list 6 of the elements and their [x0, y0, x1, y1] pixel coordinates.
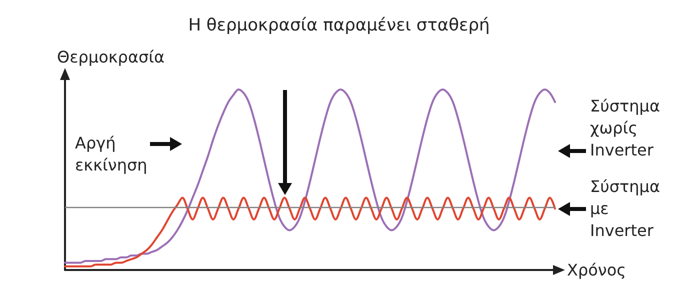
text: Σύστημα με Inverter [590, 177, 660, 240]
annotation: Αργή εκκίνηση [75, 134, 148, 174]
x-axis-title: Χρόνος [567, 260, 626, 280]
y-axis-title: Θερμοκρασία [57, 48, 165, 66]
text: Σύστημα χωρίς Inverter [590, 96, 660, 160]
chart-title: Η θερμοκρασία παραμένει σταθερή [188, 16, 490, 36]
